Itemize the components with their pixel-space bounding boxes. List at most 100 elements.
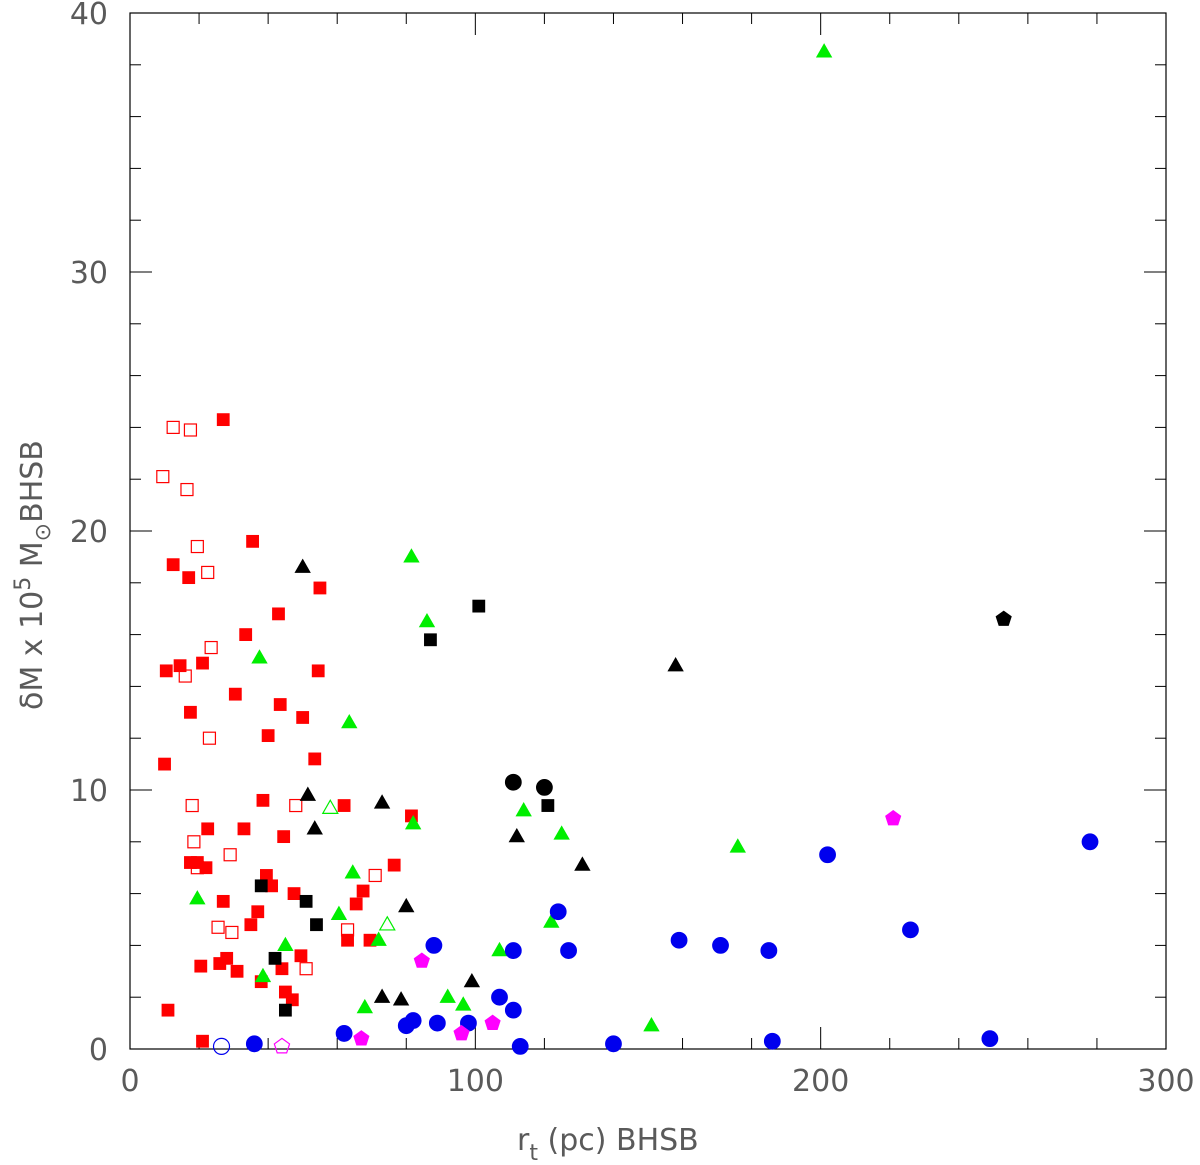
data-point-square	[340, 923, 355, 937]
data-point-square	[211, 920, 225, 934]
data-point-square	[368, 868, 382, 883]
y-axis-title-superscript: 5	[11, 577, 36, 591]
data-point-square	[272, 607, 285, 621]
data-point-square	[244, 918, 258, 932]
data-point-square	[184, 705, 197, 719]
data-point-triangle	[370, 931, 387, 946]
data-point-square	[278, 1003, 292, 1017]
data-point-circle	[763, 1032, 781, 1050]
y-axis-title: δM x 105 M⊙BHSB	[11, 440, 56, 710]
data-point-square	[287, 887, 301, 900]
data-point-circle	[536, 779, 553, 796]
data-point-triangle	[643, 1017, 660, 1032]
data-point-circle	[335, 1025, 353, 1042]
y-axis-title-subscript: ⊙	[31, 523, 56, 541]
data-point-pentagon	[453, 1024, 470, 1041]
data-point-triangle	[254, 967, 272, 983]
data-point-triangle	[251, 649, 268, 664]
data-point-circle	[981, 1030, 999, 1048]
data-point-square	[285, 993, 299, 1007]
data-point-circle	[212, 1037, 231, 1056]
data-point-square	[289, 798, 303, 813]
data-point-square	[251, 905, 265, 919]
data-point-circle	[712, 937, 729, 954]
data-point-pentagon	[353, 1030, 370, 1046]
data-point-triangle	[491, 941, 508, 957]
x-axis-title-subscript: t	[529, 1141, 538, 1165]
y-tick-label: 20	[70, 515, 108, 550]
data-point-triangle	[321, 799, 339, 814]
data-point-square	[173, 659, 187, 673]
x-tick-label: 0	[120, 1064, 139, 1099]
x-tick-label: 100	[447, 1064, 504, 1099]
data-point-square	[275, 962, 289, 976]
data-point-square	[237, 822, 251, 836]
data-point-square	[424, 633, 437, 647]
data-point-triangle	[356, 998, 374, 1014]
data-point-triangle	[306, 820, 323, 835]
data-point-triangle	[543, 913, 560, 928]
data-point-square	[202, 731, 217, 745]
data-point-circle	[670, 931, 688, 949]
data-point-square	[196, 1034, 209, 1048]
data-point-triangle	[403, 548, 420, 563]
data-point-triangle	[508, 827, 525, 843]
data-point-triangle	[515, 802, 532, 817]
y-tick-label: 30	[70, 256, 108, 291]
y-tick-label: 40	[70, 0, 108, 32]
data-point-triangle	[729, 838, 746, 853]
data-point-triangle	[404, 814, 422, 830]
data-point-triangle	[378, 915, 396, 931]
data-point-square	[356, 884, 370, 898]
data-point-circle	[560, 942, 577, 959]
data-point-square	[311, 664, 325, 678]
data-point-triangle	[373, 794, 391, 809]
data-point-circle	[605, 1035, 622, 1053]
data-point-circle	[425, 937, 443, 954]
y-axis-title-unit: M	[15, 541, 50, 576]
tick-labels: 0 100 200 300 0 10 20 30 40	[70, 0, 1195, 1099]
data-point-square	[223, 848, 237, 862]
y-tick-label: 10	[70, 774, 108, 809]
data-point-square	[199, 861, 213, 875]
x-axis-title: rt (pc) BHSB	[517, 1123, 699, 1165]
data-point-square	[268, 951, 282, 965]
y-tick-label: 0	[89, 1033, 108, 1068]
data-point-square	[201, 822, 215, 836]
data-point-square	[185, 798, 199, 813]
data-point-circle	[511, 1038, 529, 1055]
data-point-triangle	[455, 996, 472, 1011]
data-point-square	[161, 1003, 175, 1017]
data-point-triangle	[373, 988, 391, 1003]
data-point-square	[196, 656, 209, 670]
data-point-square	[178, 669, 192, 683]
data-point-circle	[428, 1014, 446, 1032]
data-point-square	[246, 534, 259, 548]
data-point-square	[180, 482, 194, 497]
x-tick-label: 300	[1137, 1064, 1194, 1099]
data-point-circle	[504, 1001, 522, 1019]
data-point-square	[156, 470, 170, 484]
plot-frame	[129, 12, 1167, 1050]
data-point-triangle	[815, 43, 833, 58]
data-point-square	[337, 799, 351, 812]
data-point-triangle	[344, 864, 361, 879]
data-point-triangle	[463, 972, 481, 988]
data-points	[156, 43, 1099, 1056]
data-point-square	[158, 757, 171, 771]
data-point-square	[216, 894, 230, 908]
data-point-square	[190, 539, 204, 554]
data-point-square	[313, 581, 327, 595]
data-point-square	[277, 830, 291, 844]
data-point-circle	[760, 942, 778, 959]
data-point-square	[182, 571, 196, 585]
data-point-pentagon	[484, 1014, 501, 1030]
data-point-square	[541, 799, 555, 812]
data-point-circle	[504, 773, 522, 791]
data-point-square	[225, 925, 239, 940]
data-point-square	[183, 423, 198, 437]
data-point-square	[294, 949, 308, 963]
data-point-square	[308, 752, 322, 766]
data-point-square	[216, 413, 230, 427]
data-point-square	[261, 729, 275, 743]
